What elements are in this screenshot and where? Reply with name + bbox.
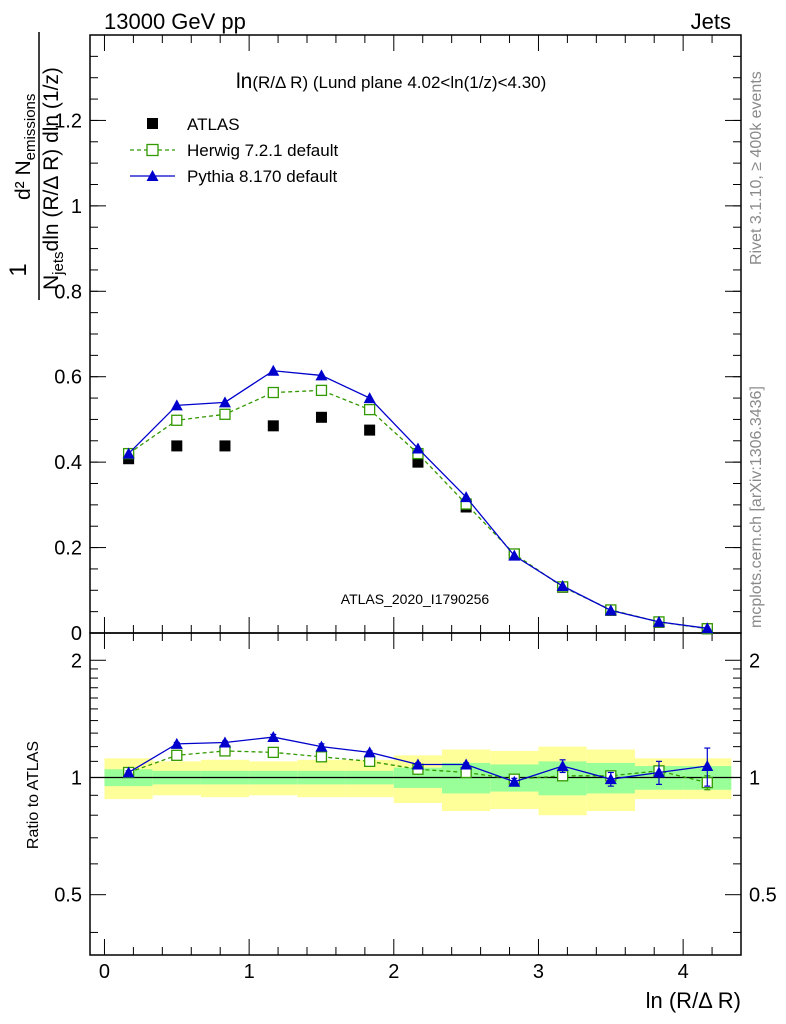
legend-label-herwig: Herwig 7.2.1 default [187,141,338,160]
data-point-herwig [363,403,376,416]
y-tick-label: 0.6 [54,367,82,389]
mcplots-label: mcplots.cern.ch [arXiv:1306.3436] [748,386,765,628]
ratio-ylabel: Ratio to ATLAS [25,741,42,849]
data-point-herwig [315,384,328,397]
ratio-point-pythia [508,775,521,787]
y-tick-label: 0.5 [54,885,82,907]
data-point-pythia [604,604,617,616]
data-point-pythia [170,399,183,411]
chart-title: ln(R/Δ R) (Lund plane 4.02<ln(1/z)<4.30) [236,70,546,93]
data-point-pythia [218,396,231,408]
y-tick-label: 1 [71,196,82,218]
y-tick-label: 1 [71,767,82,789]
y-tick-label: 0 [71,623,82,645]
ratio-point-pythia [267,731,280,743]
y-tick-label: 0.2 [54,538,82,560]
data-point-atlas [364,424,376,436]
data-point-pythia [363,392,376,404]
data-point-herwig [219,408,231,420]
series-line-pythia [128,370,708,629]
top-panel-data [122,364,714,635]
ratio-point-pythia [652,766,665,778]
legend: ATLAS Herwig 7.2.1 default Pythia 8.170 … [130,115,338,186]
ratio-point-pythia [170,737,183,749]
data-point-pythia [315,369,328,381]
rivet-label: Rivet 3.1.10, ≥ 400k events [748,71,765,265]
x-tick-label: 4 [678,961,689,983]
y-tick-label-right: 0.5 [749,885,777,907]
ratio-point-pythia [556,760,569,772]
top-ylabel: 1 d² Nemissions Njetsdln (R/Δ R) dln (1/… [5,32,67,300]
y-tick-label: 1.2 [54,110,82,132]
ratio-point-herwig [171,749,183,761]
ratio-point-pythia [122,766,135,778]
ratio-point-pythia [701,760,714,772]
ratio-panel-data [122,731,714,791]
x-tick-label: 0 [99,961,110,983]
ratio-point-pythia [460,758,473,770]
x-tick-label: 1 [244,961,255,983]
ylabel-prefix: 1 [5,263,32,276]
data-point-pythia [508,549,521,561]
header-right: Jets [691,9,731,34]
ratio-point-herwig [315,751,328,763]
data-point-herwig [171,414,183,426]
legend-marker-herwig [146,143,159,157]
header-left: 13000 GeV pp [104,9,246,34]
ylabel-denominator: Njetsdln (R/Δ R) dln (1/z) [40,67,67,290]
data-point-pythia [122,447,135,459]
x-axis-label: ln (R/Δ R) [646,988,741,1013]
ratio-point-pythia [363,746,376,758]
ratio-point-pythia [604,773,617,785]
ylabel-numerator: d² Nemissions [12,94,39,200]
y-tick-label-right: 1 [749,767,760,789]
legend-marker-atlas [147,118,158,129]
ratio-uncertainty-bands [104,746,732,816]
x-tick-label: 2 [388,961,399,983]
ratio-point-herwig [267,746,279,759]
y-tick-label: 2 [71,650,82,672]
legend-marker-pythia [146,170,159,181]
ratio-panel-axes: 0.5 0.5 1 1 2 2 0 1 2 3 4 [54,632,777,983]
data-point-pythia [652,615,665,627]
data-point-atlas [412,456,424,468]
watermark: ATLAS_2020_I1790256 [341,591,490,607]
ratio-point-pythia [218,736,231,748]
data-point-pythia [411,442,424,454]
data-point-atlas [315,411,327,423]
x-tick-label: 3 [533,961,544,983]
data-point-pythia [556,580,569,592]
ratio-point-pythia [411,758,424,770]
ratio-frame [89,632,742,956]
data-point-pythia [267,364,280,376]
y-tick-label-right: 2 [749,650,760,672]
data-point-atlas [171,440,183,452]
legend-label-pythia: Pythia 8.170 default [187,167,338,186]
data-point-atlas [219,440,231,452]
data-point-pythia [460,491,473,503]
y-tick-label: 0.4 [54,452,82,474]
ratio-point-herwig [363,755,376,768]
ratio-point-pythia [315,740,328,752]
data-point-herwig [267,386,279,399]
y-tick-label: 0.8 [54,281,82,303]
data-point-atlas [267,420,279,432]
legend-label-atlas: ATLAS [187,115,240,134]
data-point-pythia [701,622,714,634]
